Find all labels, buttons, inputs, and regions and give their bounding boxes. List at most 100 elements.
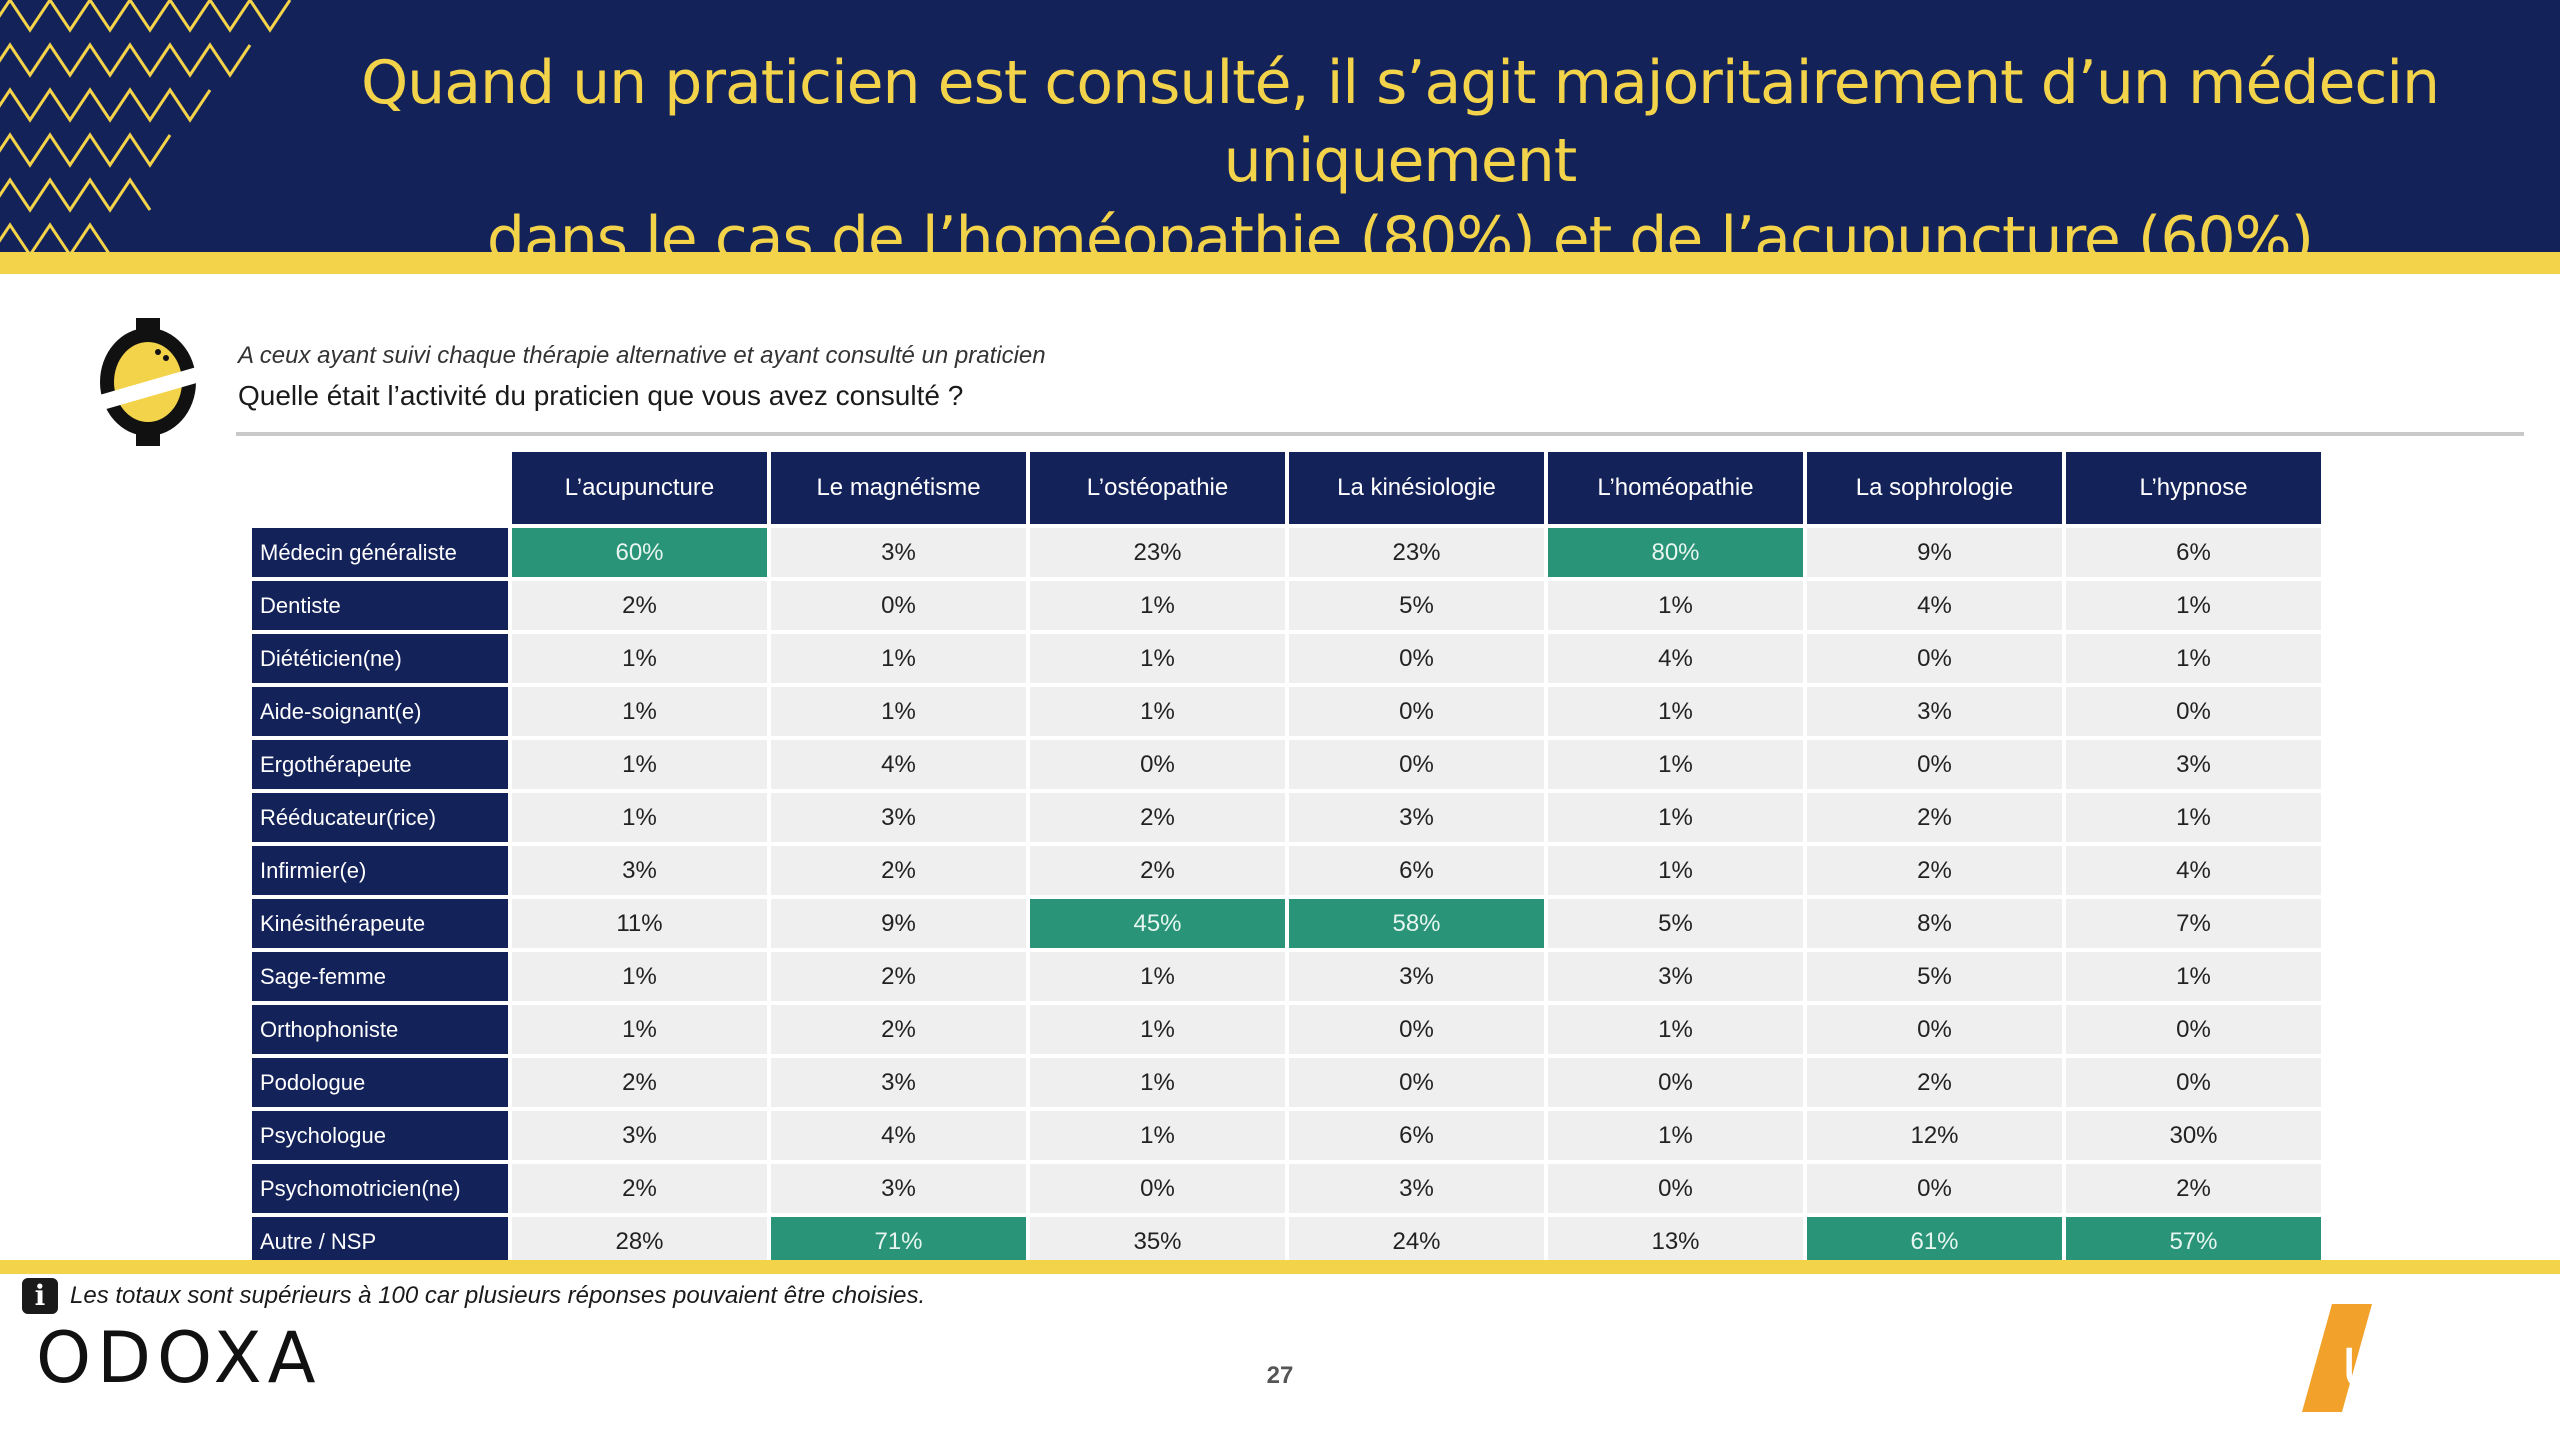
footer-stripe xyxy=(0,1260,2560,1274)
table-cell: 4% xyxy=(1807,581,2062,630)
table-cell: 2% xyxy=(1030,793,1285,842)
table-cell: 0% xyxy=(1289,634,1544,683)
table-cell: 6% xyxy=(2066,528,2321,577)
table-cell: 3% xyxy=(2066,740,2321,789)
table-header-row: L’acupuncture Le magnétisme L’ostéopathi… xyxy=(252,452,2321,524)
table-cell: 1% xyxy=(1548,846,1803,895)
table-cell: 1% xyxy=(1030,581,1285,630)
column-header: La sophrologie xyxy=(1807,452,2062,524)
table-cell: 2% xyxy=(1807,793,2062,842)
table-row: Diététicien(ne) 1% 1% 1% 0% 4% 0% 1% xyxy=(252,634,2321,683)
table-row: Podologue 2% 3% 1% 0% 0% 2% 0% xyxy=(252,1058,2321,1107)
table-cell: 1% xyxy=(1548,1005,1803,1054)
table-cell: 1% xyxy=(1548,581,1803,630)
table-row: Kinésithérapeute 11% 9% 45% 58% 5% 8% 7% xyxy=(252,899,2321,948)
table-cell: 0% xyxy=(1807,1164,2062,1213)
table-cell: 3% xyxy=(1289,952,1544,1001)
table-cell: 7% xyxy=(2066,899,2321,948)
table-cell: 2% xyxy=(771,1005,1026,1054)
table-cell: 0% xyxy=(1807,634,2062,683)
table-cell-highlighted: 45% xyxy=(1030,899,1285,948)
table-cell: 1% xyxy=(2066,634,2321,683)
unadfi-logo-text: Unadfi xyxy=(2342,1336,2510,1401)
column-header: L’acupuncture xyxy=(512,452,767,524)
table-cell: 8% xyxy=(1807,899,2062,948)
row-label: Dentiste xyxy=(252,581,508,630)
table-cell: 2% xyxy=(512,581,767,630)
page-title: Quand un praticien est consulté, il s’ag… xyxy=(290,44,2510,278)
table-cell: 2% xyxy=(512,1058,767,1107)
table-cell: 1% xyxy=(512,740,767,789)
table-cell: 1% xyxy=(1030,1111,1285,1160)
table-cell: 0% xyxy=(2066,687,2321,736)
table-cell: 3% xyxy=(1289,1164,1544,1213)
table-cell: 0% xyxy=(2066,1058,2321,1107)
table-cell: 1% xyxy=(771,634,1026,683)
table-cell-highlighted: 58% xyxy=(1289,899,1544,948)
row-label: Sage-femme xyxy=(252,952,508,1001)
table-cell: 6% xyxy=(1289,846,1544,895)
table-cell: 2% xyxy=(771,846,1026,895)
table-cell: 0% xyxy=(1030,740,1285,789)
table-cell: 2% xyxy=(1030,846,1285,895)
table-cell: 23% xyxy=(1289,528,1544,577)
table-cell: 6% xyxy=(1289,1111,1544,1160)
table-cell: 1% xyxy=(1030,634,1285,683)
column-header: L’homéopathie xyxy=(1548,452,1803,524)
table-cell: 1% xyxy=(2066,581,2321,630)
table-cell: 1% xyxy=(1548,793,1803,842)
odoxa-logo: ODOXA xyxy=(36,1318,315,1398)
table-cell-highlighted: 80% xyxy=(1548,528,1803,577)
table-cell: 1% xyxy=(512,793,767,842)
table-cell: 3% xyxy=(1548,952,1803,1001)
info-icon: i xyxy=(22,1278,58,1314)
table-cell: 1% xyxy=(1030,1005,1285,1054)
table-corner xyxy=(252,452,508,524)
table-cell: 3% xyxy=(771,1058,1026,1107)
table-cell: 0% xyxy=(1548,1058,1803,1107)
table-row: Ergothérapeute 1% 4% 0% 0% 1% 0% 3% xyxy=(252,740,2321,789)
table-cell: 3% xyxy=(512,846,767,895)
question-intro: A ceux ayant suivi chaque thérapie alter… xyxy=(238,342,1046,369)
table-cell: 3% xyxy=(512,1111,767,1160)
table-row: Infirmier(e) 3% 2% 2% 6% 1% 2% 4% xyxy=(252,846,2321,895)
table-cell: 30% xyxy=(2066,1111,2321,1160)
table-cell: 3% xyxy=(1807,687,2062,736)
table-cell: 0% xyxy=(1289,740,1544,789)
row-label: Orthophoniste xyxy=(252,1005,508,1054)
title-line-1: Quand un praticien est consulté, il s’ag… xyxy=(360,48,2440,196)
table-cell: 1% xyxy=(1030,687,1285,736)
row-label: Kinésithérapeute xyxy=(252,899,508,948)
results-table: L’acupuncture Le magnétisme L’ostéopathi… xyxy=(248,448,2325,1270)
table-cell: 9% xyxy=(1807,528,2062,577)
table-cell: 12% xyxy=(1807,1111,2062,1160)
table-cell: 1% xyxy=(1548,687,1803,736)
table-cell-highlighted: 61% xyxy=(1807,1217,2062,1266)
header-banner: Quand un praticien est consulté, il s’ag… xyxy=(0,0,2560,274)
row-label: Infirmier(e) xyxy=(252,846,508,895)
table-cell-highlighted: 71% xyxy=(771,1217,1026,1266)
row-label: Podologue xyxy=(252,1058,508,1107)
table-cell: 1% xyxy=(1548,1111,1803,1160)
table-cell: 24% xyxy=(1289,1217,1544,1266)
row-label: Diététicien(ne) xyxy=(252,634,508,683)
table-cell: 3% xyxy=(771,793,1026,842)
row-label: Autre / NSP xyxy=(252,1217,508,1266)
row-label: Psychologue xyxy=(252,1111,508,1160)
column-header: Le magnétisme xyxy=(771,452,1026,524)
table-cell: 0% xyxy=(1289,1058,1544,1107)
table-row: Psychologue 3% 4% 1% 6% 1% 12% 30% xyxy=(252,1111,2321,1160)
table-cell: 2% xyxy=(512,1164,767,1213)
table-cell: 13% xyxy=(1548,1217,1803,1266)
table-cell: 0% xyxy=(1807,740,2062,789)
row-label: Ergothérapeute xyxy=(252,740,508,789)
table-cell: 0% xyxy=(2066,1005,2321,1054)
table-cell: 35% xyxy=(1030,1217,1285,1266)
table-cell: 1% xyxy=(1548,740,1803,789)
table-cell: 4% xyxy=(2066,846,2321,895)
table-cell: 0% xyxy=(771,581,1026,630)
table-cell: 1% xyxy=(1030,1058,1285,1107)
table-cell: 2% xyxy=(1807,846,2062,895)
row-label: Médecin généraliste xyxy=(252,528,508,577)
column-header: La kinésiologie xyxy=(1289,452,1544,524)
